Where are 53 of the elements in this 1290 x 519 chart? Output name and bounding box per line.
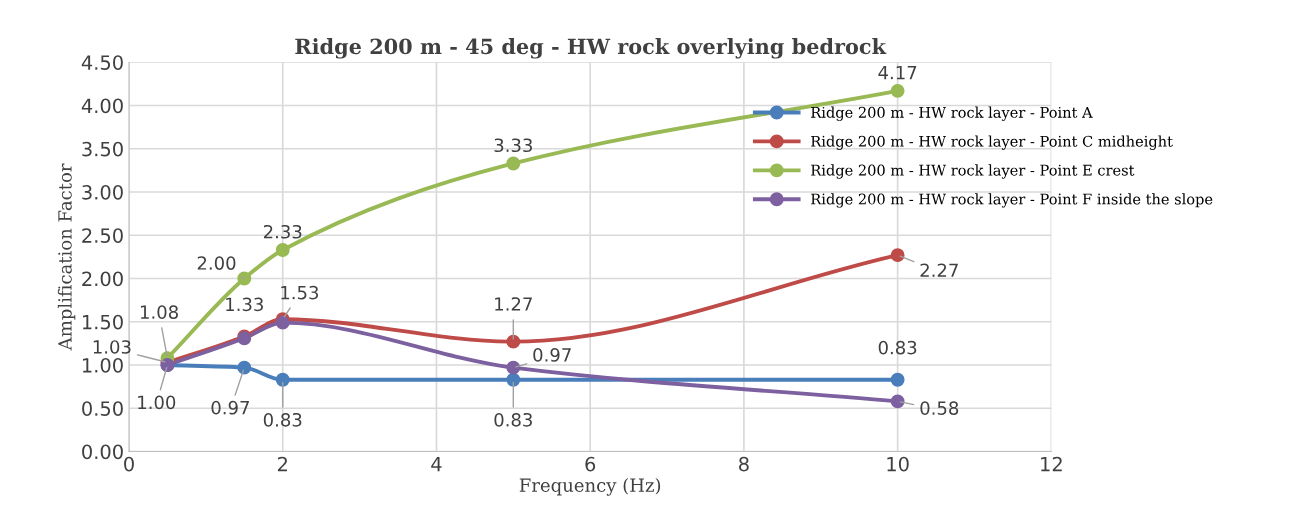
data-label: 0.97 [533,348,571,362]
data-label: 1.00 [138,395,176,410]
data-label: 3.33 [494,138,532,153]
data-label: 1.33 [226,297,263,312]
point [890,394,905,409]
y-tick-label: 4.50 [81,55,123,70]
point [506,156,521,171]
y-tick-label: 0.50 [82,401,123,416]
point [506,334,521,349]
data-label: 2.33 [263,224,302,239]
chart-title: Ridge 200 m - 45 deg - HW rock overlying bedrock [295,38,887,59]
point [237,271,252,286]
data-label: 2.00 [197,256,236,270]
point [506,360,521,375]
data-label: 2.27 [920,263,958,277]
data-label: 0.97 [211,400,249,415]
y-tick-label: 2.50 [82,228,123,243]
x-tick-label: 10 [887,456,909,472]
legend-label: Ridge 200 m - HW rock layer - Point E crest [811,164,1135,179]
data-label: 0.83 [494,412,532,427]
data-label: 1.08 [140,305,178,319]
legend-label: Ridge 200 m - HW rock layer - Point F inside the slope [811,193,1213,208]
legend-label: Ridge 200 m - HW rock layer - Point C midheight [811,135,1173,150]
x-tick-label: 6 [585,456,596,472]
x-tick-label: 0 [124,456,134,472]
point [506,372,521,387]
data-label: 0.83 [878,340,917,355]
point [890,372,905,387]
legend-label: Ridge 200 m - HW rock layer - Point A [811,106,1093,121]
point [237,360,252,375]
y-tick-label: 2.00 [82,271,123,287]
y-tick-label: 1.50 [82,314,123,330]
y-tick-label: 3.00 [82,184,123,200]
y-tick-label: 3.50 [82,141,123,157]
point [275,372,290,387]
x-axis-title: Frequency (Hz) [519,477,661,496]
y-tick-label: 4.00 [81,98,123,114]
x-tick-label: 8 [739,456,749,472]
point [275,243,290,257]
x-tick-label: 12 [1041,456,1062,472]
point [890,248,905,263]
x-tick-label: 2 [277,456,287,472]
data-label: 0.83 [263,412,302,427]
y-tick-label: 0.00 [82,444,123,460]
point [890,83,905,98]
data-label: 1.53 [281,285,319,300]
data-label: 1.27 [495,297,532,311]
y-axis-title: Amplification Factor [57,163,76,351]
x-tick-label: 4 [431,456,442,472]
data-label: 0.58 [920,401,959,415]
y-tick-label: 1.00 [82,357,123,373]
data-label: 1.03 [93,340,131,354]
data-label: 4.17 [878,65,917,80]
